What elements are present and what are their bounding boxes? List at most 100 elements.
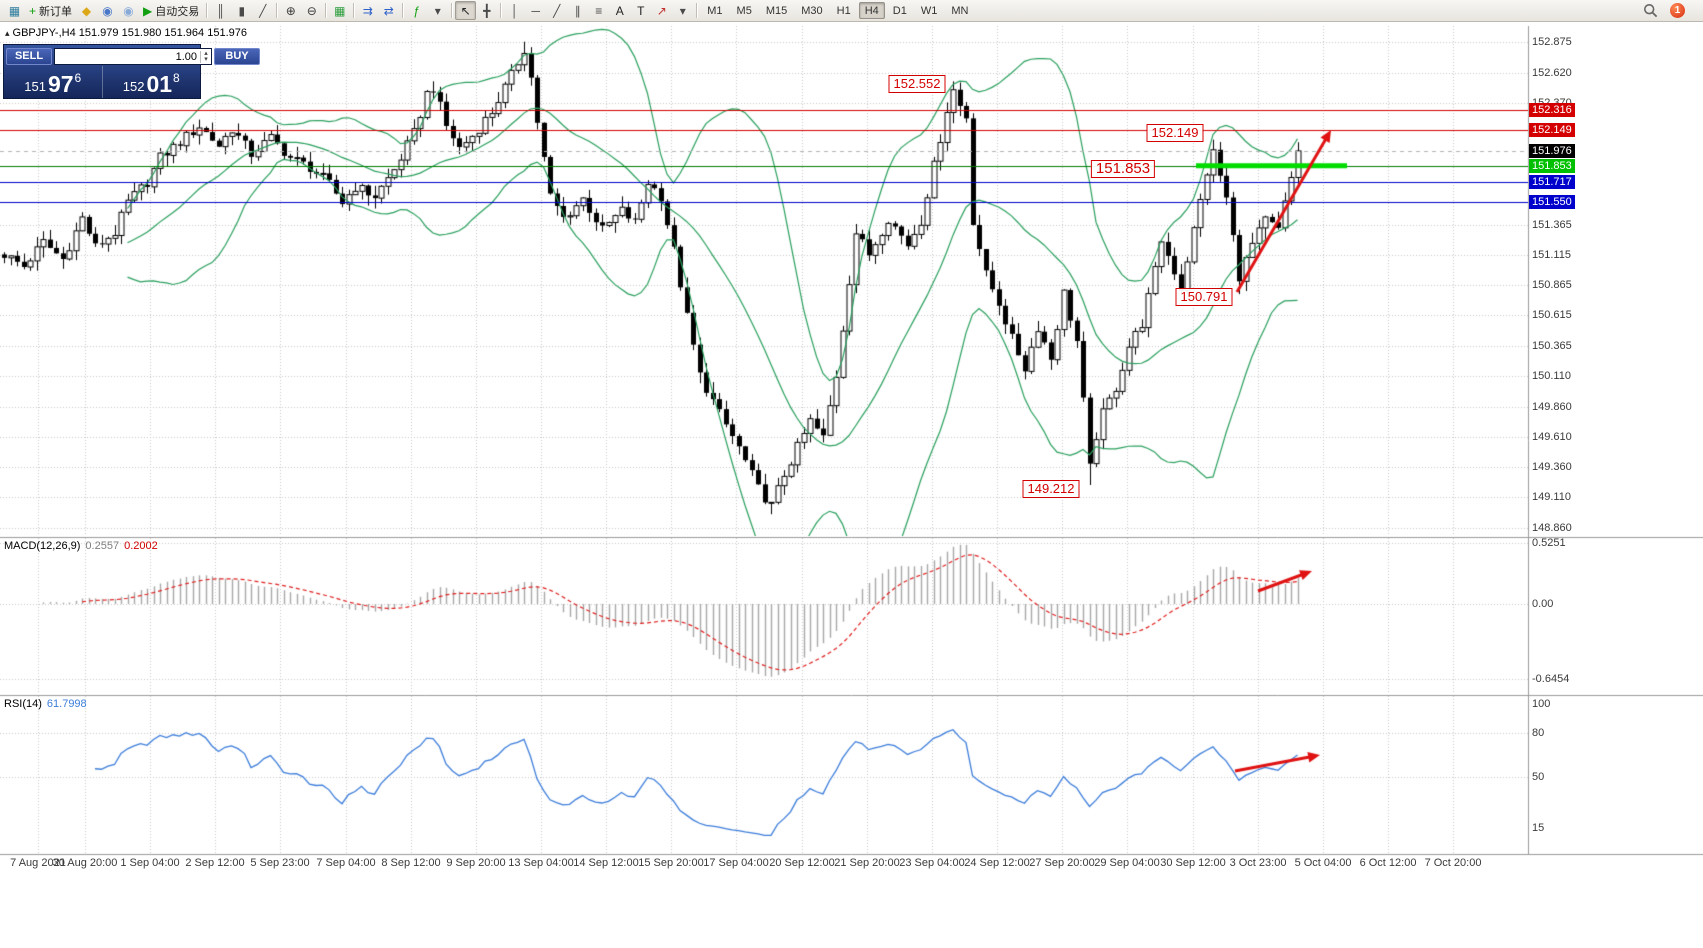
chart-window-icon[interactable]: ▦ bbox=[4, 1, 25, 20]
macd-main-value: 0.2557 bbox=[85, 540, 120, 552]
macd-indicator-label: MACD(12,26,9) 0.2557 0.2002 bbox=[4, 540, 158, 552]
indicators-dropdown-icon[interactable]: ▾ bbox=[427, 1, 448, 20]
community-icon[interactable]: ◉ bbox=[97, 1, 118, 20]
trendline-icon: ╱ bbox=[553, 3, 561, 18]
line-chart-icon[interactable]: ╱ bbox=[252, 1, 273, 20]
new-order-button-label: 新订单 bbox=[39, 5, 73, 18]
toolbar-separator bbox=[451, 3, 453, 18]
timeframe-w1[interactable]: W1 bbox=[920, 4, 938, 17]
equidistant-channel-icon[interactable]: ∥ bbox=[567, 1, 588, 20]
play-icon: ▶ bbox=[143, 3, 153, 18]
chart-info: ▴ GBPJPY-,H4 151.979 151.980 151.964 151.… bbox=[5, 27, 247, 39]
timeframe-m5[interactable]: M5 bbox=[736, 4, 752, 17]
timeframe-m30[interactable]: M30 bbox=[801, 4, 823, 17]
new-order-button[interactable]: + 新订单 bbox=[25, 1, 76, 20]
auto-trading-button[interactable]: ▶ 自动交易 bbox=[139, 1, 203, 20]
timeframe-mn[interactable]: MN bbox=[951, 4, 969, 17]
horizontal-line-icon: ─ bbox=[531, 3, 540, 18]
lot-decrease-icon[interactable]: ▾ bbox=[204, 55, 208, 63]
chat-icon[interactable]: ◉ bbox=[118, 1, 139, 20]
buy-button[interactable]: BUY bbox=[214, 48, 260, 65]
sell-price-pip: 6 bbox=[74, 71, 82, 85]
text-label-icon[interactable]: T bbox=[630, 1, 651, 20]
objects-dropdown-icon: ▾ bbox=[679, 3, 686, 18]
objects-dropdown-icon[interactable]: ▾ bbox=[672, 1, 693, 20]
macd-signal-value: 0.2002 bbox=[124, 540, 158, 552]
horizontal-line-icon[interactable]: ─ bbox=[525, 1, 546, 20]
fibonacci-icon[interactable]: ≡ bbox=[588, 1, 609, 20]
plus-icon: + bbox=[29, 3, 37, 18]
timeframe-h1[interactable]: H1 bbox=[836, 4, 851, 17]
sell-price[interactable]: 151 97 6 bbox=[4, 66, 102, 98]
indicators-dropdown-icon: ▾ bbox=[434, 3, 441, 18]
crosshair-icon[interactable]: ╋ bbox=[476, 1, 497, 20]
sell-price-prefix: 151 bbox=[24, 79, 46, 94]
timeframe-h4[interactable]: H4 bbox=[858, 2, 885, 19]
lot-spinner: ▴ ▾ bbox=[200, 49, 211, 63]
toolbar-separator bbox=[402, 3, 404, 18]
lot-increase-icon[interactable]: ▴ bbox=[204, 49, 208, 57]
toolbar-separator bbox=[276, 3, 278, 18]
indicators-icon[interactable]: ƒ bbox=[406, 1, 427, 20]
arrow-objects-icon[interactable]: ↗ bbox=[651, 1, 672, 20]
timeframe-m1[interactable]: M1 bbox=[707, 4, 723, 17]
cursor-icon[interactable]: ↖ bbox=[455, 1, 477, 20]
fibonacci-icon: ≡ bbox=[595, 3, 603, 18]
trade-panel-controls: SELL ▴ ▾ BUY bbox=[4, 45, 260, 66]
arrow-objects-icon: ↗ bbox=[656, 3, 667, 18]
zoom-out-icon[interactable]: ⊖ bbox=[301, 1, 322, 20]
notification-badge[interactable]: 1 bbox=[1670, 3, 1685, 18]
macd-name: MACD(12,26,9) bbox=[4, 540, 81, 552]
toolbar-separator bbox=[696, 3, 698, 18]
equidistant-channel-icon: ∥ bbox=[574, 3, 581, 18]
timeframe-m15[interactable]: M15 bbox=[765, 4, 788, 17]
indicators-icon: ƒ bbox=[413, 3, 421, 18]
crosshair-icon: ╋ bbox=[483, 3, 491, 18]
rsi-name: RSI(14) bbox=[4, 698, 42, 710]
toolbar-separator bbox=[500, 3, 502, 18]
community-icon: ◉ bbox=[102, 3, 113, 18]
text-icon: A bbox=[615, 3, 624, 18]
cursor-icon: ↖ bbox=[460, 3, 471, 18]
candlestick-chart-icon[interactable]: ▮ bbox=[231, 1, 252, 20]
tile-windows-icon[interactable]: ▦ bbox=[329, 1, 350, 20]
zoom-in-icon: ⊕ bbox=[285, 3, 296, 18]
text-label-icon: T bbox=[637, 3, 645, 18]
symbol-ohlc-text: GBPJPY-,H4 151.979 151.980 151.964 151.9… bbox=[12, 27, 247, 39]
chart-shift-icon[interactable]: ⇄ bbox=[378, 1, 399, 20]
vertical-line-icon[interactable]: │ bbox=[504, 1, 525, 20]
tile-windows-icon: ▦ bbox=[334, 3, 346, 18]
rsi-indicator-label: RSI(14) 61.7998 bbox=[4, 698, 87, 710]
timeframe-d1[interactable]: D1 bbox=[892, 4, 907, 17]
trade-panel-prices: 151 97 6 152 01 8 bbox=[4, 66, 200, 98]
line-chart-icon: ╱ bbox=[259, 3, 267, 18]
zoom-in-icon[interactable]: ⊕ bbox=[280, 1, 301, 20]
text-icon[interactable]: A bbox=[609, 1, 630, 20]
sell-button[interactable]: SELL bbox=[6, 48, 52, 65]
mql5-market-icon: ◆ bbox=[81, 3, 92, 18]
buy-price[interactable]: 152 01 8 bbox=[101, 66, 201, 98]
lot-size-input[interactable] bbox=[55, 50, 200, 63]
vertical-line-icon: │ bbox=[511, 3, 519, 18]
trendline-icon[interactable]: ╱ bbox=[546, 1, 567, 20]
sell-price-main: 97 bbox=[47, 71, 74, 97]
toolbar-separator bbox=[353, 3, 355, 18]
one-click-collapse-icon[interactable]: ▴ bbox=[5, 28, 10, 38]
one-click-trading-panel: SELL ▴ ▾ BUY 151 97 6 152 01 8 bbox=[3, 44, 260, 99]
lot-size-field: ▴ ▾ bbox=[54, 48, 212, 65]
buy-price-main: 01 bbox=[146, 71, 173, 97]
candlestick-chart-icon: ▮ bbox=[238, 3, 246, 18]
toolbar-separator bbox=[325, 3, 327, 18]
mql5-market-icon[interactable]: ◆ bbox=[76, 1, 97, 20]
bar-chart-icon[interactable]: ║ bbox=[210, 1, 231, 20]
toolbar: ▦ + 新订单 ◆ ◉ ◉ ▶ 自动交易 ║ ▮ ╱ ⊕ ⊖ ▦ ⇉ ⇄ ƒ ▾ ↖ ╋ │ ─ ╱ ∥ ≡ A T ↗ ▾ M1 M5 M1… bbox=[0, 0, 1703, 22]
search-icon[interactable] bbox=[1639, 1, 1662, 20]
chat-icon: ◉ bbox=[123, 3, 134, 18]
bar-chart-icon: ║ bbox=[216, 3, 225, 18]
chart-window-icon: ▦ bbox=[8, 3, 21, 18]
auto-scroll-icon[interactable]: ⇉ bbox=[357, 1, 378, 20]
chart-shift-icon: ⇄ bbox=[383, 3, 394, 18]
auto-scroll-icon: ⇉ bbox=[362, 3, 373, 18]
zoom-out-icon: ⊖ bbox=[306, 3, 317, 18]
